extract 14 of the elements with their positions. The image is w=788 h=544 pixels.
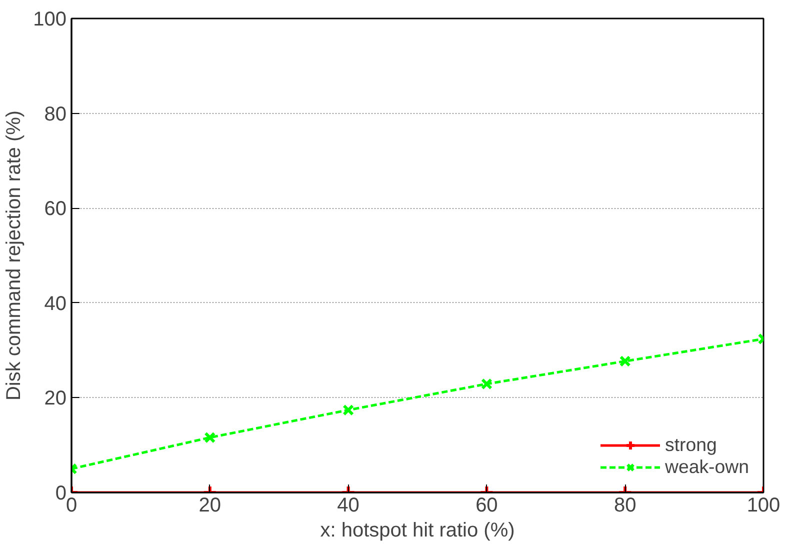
x-tick-label: 100 [746,494,780,516]
y-tick-label: 100 [33,8,67,30]
legend-label: weak-own [665,456,749,478]
x-tick-label: 20 [198,494,222,516]
y-axis-title: Disk command rejection rate (%) [3,110,26,401]
y-tick-label: 80 [44,103,67,126]
x-axis-title: x: hotspot hit ratio (%) [320,520,515,542]
x-tick-label: 80 [614,494,636,516]
y-tick-label: 60 [44,198,67,220]
y-tick-label: 20 [44,388,67,410]
legend-label: strong [665,434,717,456]
x-tick-label: 40 [337,494,360,516]
y-tick-label: 40 [44,292,67,315]
x-tick-label: 60 [476,494,498,516]
